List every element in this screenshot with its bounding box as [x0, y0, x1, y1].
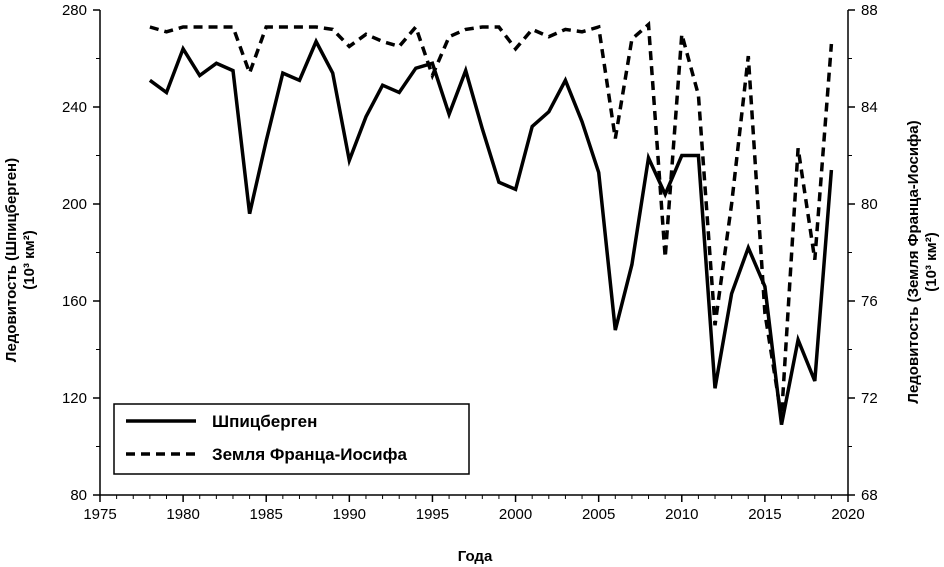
x-tick-label: 2005: [582, 506, 615, 523]
x-axis-label: Года: [458, 548, 493, 565]
x-tick-label: 1980: [166, 506, 199, 523]
series-layer: [148, 20, 834, 426]
y-left-tick-label: 120: [62, 390, 87, 407]
legend: Шпицберген Земля Франца-Иосифа: [113, 403, 470, 475]
x-tick-label: 1985: [250, 506, 283, 523]
legend-label-shpitsbergen: Шпицберген: [212, 412, 317, 431]
y-left-tick-label: 240: [62, 99, 87, 116]
y-left-axis-unit: (10³ км²): [21, 230, 38, 289]
y-left-tick-label: 280: [62, 2, 87, 19]
series-line-zfi: [149, 20, 834, 418]
y-right-tick-label: 68: [861, 487, 878, 504]
x-tick-label: 2010: [665, 506, 698, 523]
y-right-tick-label: 72: [861, 390, 878, 407]
x-tick-label: 1995: [416, 506, 449, 523]
x-tick-label: 2020: [831, 506, 864, 523]
y-left-tick-label: 160: [62, 293, 87, 310]
x-tick-label: 2000: [499, 506, 532, 523]
axes: 1975 1980 1985 1990 1995 2000 2005 2010 2015 2020…: [62, 2, 878, 523]
y-left-axis-label: Ледовитость (Шпицберген): [3, 158, 20, 362]
y-left-tick-label: 200: [62, 196, 87, 213]
series-line-shpitsbergen: [148, 37, 834, 426]
y-left-tick-label: 80: [70, 487, 87, 504]
y-right-axis-label: Ледовитость (Земля Франца-Иосифа): [905, 120, 922, 403]
y-right-axis-unit: (10³ км²): [923, 232, 940, 291]
y-right-tick-label: 76: [861, 293, 878, 310]
legend-label-zfi: Земля Франца-Иосифа: [212, 445, 407, 464]
y-right-tick-label: 88: [861, 2, 878, 19]
y-right-tick-label: 84: [861, 99, 878, 116]
legend-box: [113, 403, 470, 475]
y-right-tick-label: 80: [861, 196, 878, 213]
x-tick-label: 1975: [83, 506, 116, 523]
x-tick-label: 1990: [333, 506, 366, 523]
x-tick-label: 2015: [748, 506, 781, 523]
